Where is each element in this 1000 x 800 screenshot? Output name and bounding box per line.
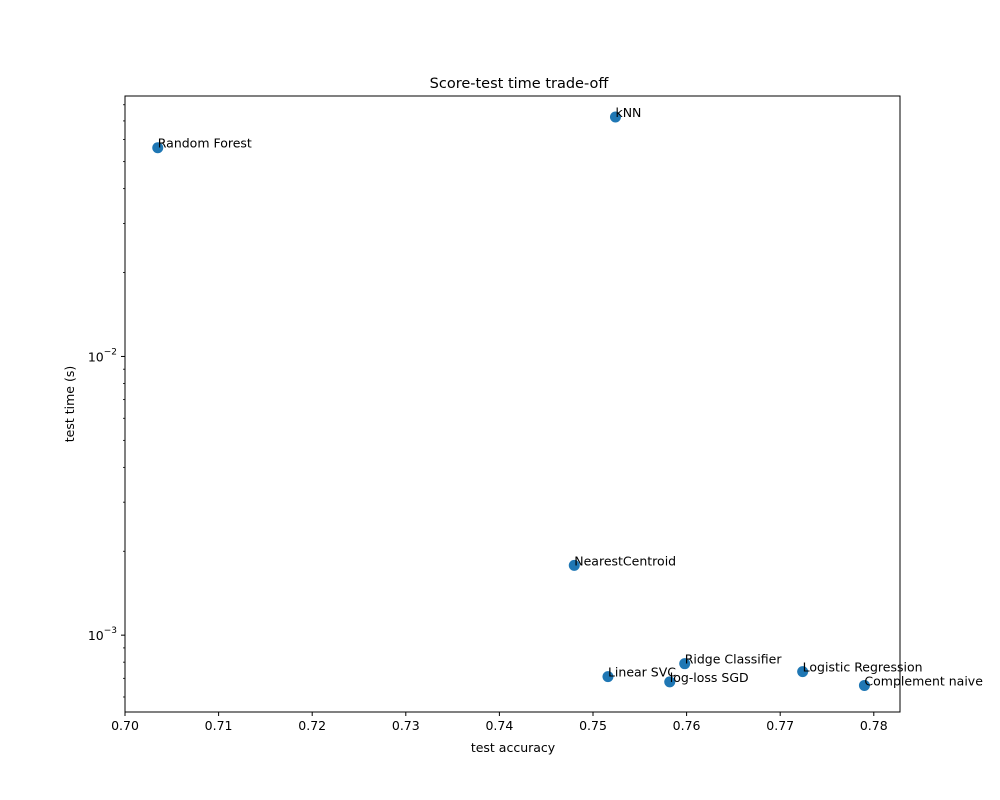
x-tick-label: 0.75 [579, 718, 607, 733]
x-tick-label: 0.78 [860, 718, 888, 733]
x-axis-label: test accuracy [471, 740, 556, 755]
point-label: Random Forest [158, 136, 252, 151]
data-point [664, 676, 676, 688]
data-point [602, 671, 614, 683]
point-label: Linear SVC [608, 665, 676, 680]
data-point [797, 666, 809, 678]
x-tick-label: 0.77 [766, 718, 794, 733]
point-label: NearestCentroid [574, 553, 676, 568]
y-axis-ticks: 10−3 10−2 [88, 347, 125, 643]
point-label: Ridge Classifier [685, 652, 783, 667]
data-point [679, 658, 691, 670]
point-label: Logistic Regression [803, 660, 923, 675]
data-point [152, 142, 164, 154]
x-tick-label: 0.73 [392, 718, 420, 733]
labels-layer: Random Forest kNN NearestCentroid Ridge Cla… [158, 105, 983, 688]
data-point [858, 679, 870, 691]
point-label: Complement naive [864, 673, 983, 688]
point-label: kNN [615, 105, 641, 120]
x-tick-label: 0.70 [111, 718, 139, 733]
y-axis-minor-ticks [123, 104, 125, 698]
x-tick-label: 0.76 [673, 718, 701, 733]
y-axis-label: test time (s) [62, 366, 77, 442]
x-tick-label: 0.74 [485, 718, 513, 733]
points-layer [152, 111, 870, 691]
point-label: log-loss SGD [670, 670, 749, 685]
x-axis-ticks: 0.70 0.71 0.72 0.73 0.74 0.75 0.76 0.77 0.78 [111, 712, 888, 733]
x-tick-label: 0.72 [298, 718, 326, 733]
y-tick-label: 10−3 [88, 626, 117, 643]
plot-frame [124, 95, 901, 713]
x-tick-label: 0.71 [205, 718, 233, 733]
data-point [568, 559, 580, 571]
data-point [609, 111, 621, 123]
y-tick-label: 10−2 [88, 347, 117, 364]
chart-title: Score-test time trade-off [430, 76, 610, 92]
